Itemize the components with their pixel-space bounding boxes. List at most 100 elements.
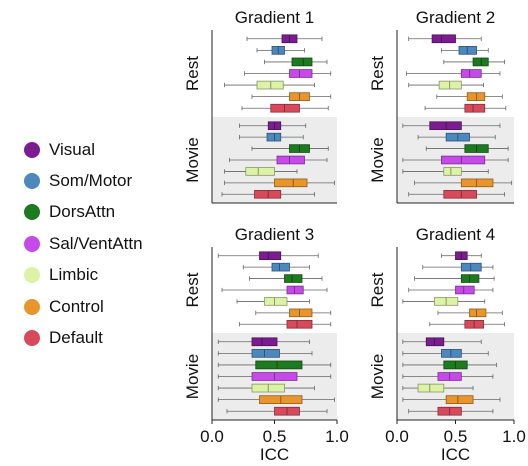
- box-control-movie: [414, 178, 513, 188]
- box-body: [259, 251, 282, 260]
- box-body: [254, 189, 282, 199]
- box-control-rest: [437, 308, 503, 318]
- box-limbic-rest: [224, 80, 315, 90]
- box-body: [264, 297, 288, 306]
- box-body: [284, 274, 303, 283]
- x-axis-label: ICC: [260, 445, 289, 464]
- box-body: [245, 167, 275, 176]
- box-limbic-rest: [408, 80, 484, 90]
- box-body: [289, 69, 313, 78]
- box-limbic-movie: [217, 383, 315, 393]
- box-limbic-movie: [402, 167, 489, 176]
- box-sal-ventattn-movie: [402, 155, 509, 165]
- box-som-motor-movie: [239, 132, 304, 142]
- legend-item-limbic: Limbic: [24, 260, 194, 291]
- box-body: [460, 178, 494, 188]
- box-body: [460, 274, 480, 283]
- legend-swatch: [24, 173, 40, 190]
- group-label-movie: Movie: [183, 137, 202, 182]
- box-body: [266, 132, 282, 142]
- box-dorsattn-rest: [414, 274, 495, 283]
- box-body: [460, 69, 482, 78]
- box-limbic-movie: [224, 167, 298, 176]
- box-som-motor-rest: [256, 46, 305, 55]
- box-body: [276, 155, 305, 165]
- box-limbic-movie: [402, 383, 474, 393]
- box-visual-rest: [217, 251, 319, 260]
- box-body: [429, 121, 462, 131]
- legend-item-sal-ventattn: Sal/VentAttn: [24, 228, 194, 259]
- group-label-rest: Rest: [183, 272, 202, 307]
- group-label-movie: Movie: [183, 354, 202, 399]
- x-tick-label: 0.5: [263, 427, 287, 446]
- box-dorsattn-rest: [443, 57, 506, 67]
- box-body: [256, 80, 284, 90]
- box-som-motor-movie: [217, 349, 313, 358]
- legend-label: Control: [49, 296, 104, 316]
- legend-swatch: [24, 141, 40, 158]
- group-label-rest: Rest: [368, 56, 387, 91]
- x-tick-label: 0.0: [200, 427, 224, 446]
- box-sal-ventattn-rest: [244, 69, 332, 78]
- legend: Visual Som/Motor DorsAttn Sal/VentAttn L…: [24, 134, 194, 354]
- group-label-rest: Rest: [183, 56, 202, 91]
- box-control-rest: [436, 92, 503, 101]
- box-body: [466, 92, 486, 101]
- box-body: [464, 103, 486, 113]
- panel-gradient-2: Gradient 2 Rest Movie: [368, 8, 514, 204]
- panel-title: Gradient 3: [235, 225, 314, 244]
- x-tick-label: 0.5: [444, 427, 468, 446]
- box-body: [431, 34, 456, 44]
- box-body: [472, 57, 489, 67]
- box-visual-rest: [441, 251, 482, 260]
- box-default-movie: [408, 406, 494, 416]
- box-dorsattn-rest: [264, 57, 328, 67]
- legend-item-som-motor: Som/Motor: [24, 165, 194, 196]
- box-body: [251, 337, 278, 347]
- x-tick-label: 1.0: [325, 427, 349, 446]
- panel-title: Gradient 2: [416, 8, 495, 27]
- x-axis-label: ICC: [441, 445, 470, 464]
- box-visual-rest: [246, 34, 323, 44]
- box-sal-ventattn-rest: [405, 69, 501, 78]
- box-control-movie: [224, 178, 335, 188]
- box-body: [469, 308, 487, 318]
- box-body: [274, 178, 308, 188]
- box-dorsattn-movie: [402, 360, 497, 370]
- box-body: [289, 308, 313, 318]
- box-body: [251, 349, 280, 358]
- group-label-movie: Movie: [368, 137, 387, 182]
- box-visual-movie: [217, 337, 310, 347]
- x-tick-label: 0.0: [385, 427, 409, 446]
- box-dorsattn-movie: [425, 144, 509, 153]
- box-body: [441, 155, 486, 165]
- x-tick-label: 1.0: [502, 427, 526, 446]
- box-sal-ventattn-movie: [402, 372, 494, 381]
- group-label-movie: Movie: [368, 354, 387, 399]
- box-default-movie: [226, 406, 328, 416]
- box-visual-movie: [402, 337, 482, 347]
- panel-title: Gradient 1: [235, 8, 314, 27]
- box-sal-ventattn-rest: [408, 285, 494, 295]
- box-body: [445, 395, 474, 404]
- box-som-motor-rest: [242, 262, 310, 272]
- legend-swatch: [24, 267, 40, 284]
- box-default-rest: [429, 319, 506, 329]
- legend-swatch: [24, 298, 40, 315]
- box-sal-ventattn-movie: [217, 372, 332, 381]
- box-body: [455, 285, 475, 295]
- box-som-motor-movie: [417, 132, 496, 142]
- box-sal-ventattn-movie: [229, 155, 328, 165]
- box-body: [441, 349, 462, 358]
- box-body: [291, 57, 313, 67]
- legend-label: Default: [49, 328, 103, 348]
- box-body: [271, 262, 290, 272]
- legend-item-control: Control: [24, 291, 194, 322]
- legend-label: Som/Motor: [49, 171, 133, 191]
- box-dorsattn-rest: [249, 274, 323, 283]
- legend-item-visual: Visual: [24, 134, 194, 165]
- box-control-rest: [251, 92, 332, 101]
- box-visual-rest: [408, 34, 482, 44]
- box-body: [286, 285, 304, 295]
- box-default-movie: [221, 189, 315, 199]
